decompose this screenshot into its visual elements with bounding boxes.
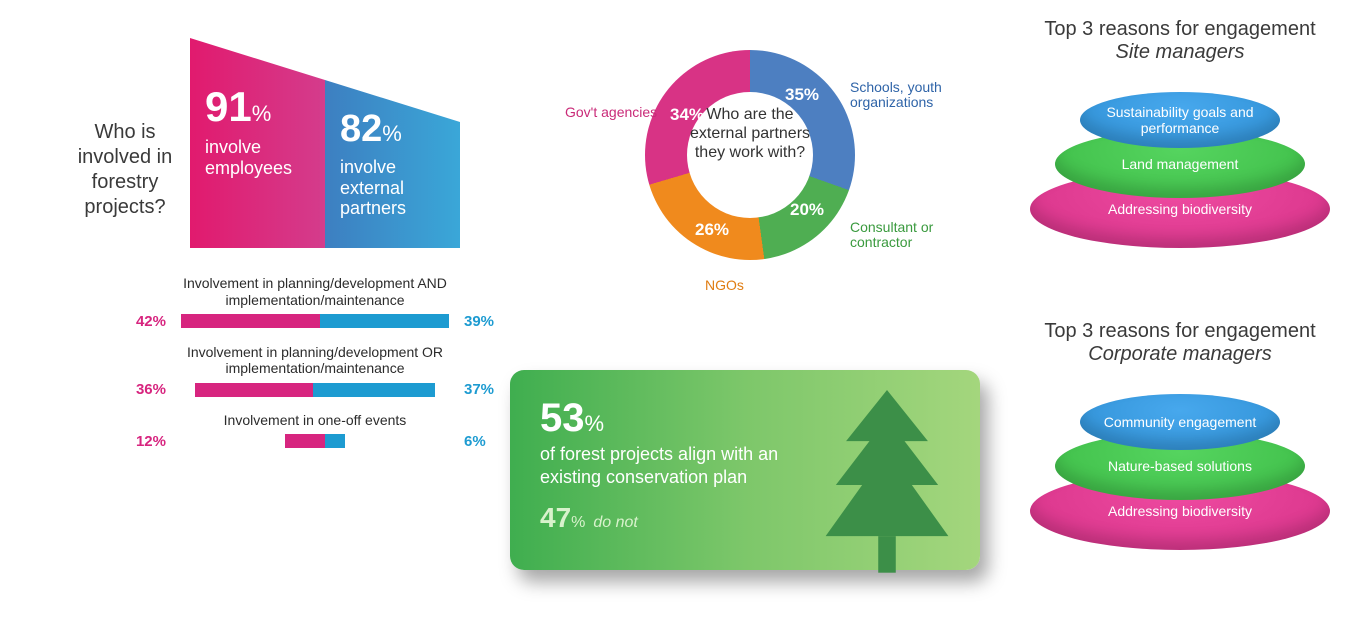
hbar-track — [172, 434, 458, 448]
stack-corporate-managers: Top 3 reasons for engagement Corporate m… — [1020, 320, 1340, 550]
bar-employees: 91% involve employees — [190, 38, 325, 248]
hbar-track — [172, 314, 458, 328]
bar1-value: 91 — [205, 83, 252, 130]
bar-external: 82% involve external partners — [325, 38, 460, 248]
stack-b-title: Top 3 reasons for engagement — [1044, 320, 1315, 342]
stack-disc: Community engagement — [1080, 394, 1280, 450]
hbar-right-value: 37% — [464, 381, 510, 398]
card-unit2: % — [571, 514, 585, 531]
bar2-label: involve external partners — [340, 157, 445, 219]
hbar-right-value: 39% — [464, 313, 510, 330]
hbar-left-value: 36% — [120, 381, 166, 398]
hbar-track — [172, 383, 458, 397]
involvement-bars: 91% involve employees 82% involve extern… — [190, 38, 460, 248]
card-unit1: % — [585, 411, 605, 436]
stack-a-subtitle: Site managers — [1020, 41, 1340, 64]
card-text2: do not — [593, 514, 637, 532]
stack-a-title: Top 3 reasons for engagement — [1044, 18, 1315, 40]
bar2-value: 82 — [340, 108, 382, 150]
bar1-label: involve employees — [205, 137, 310, 178]
donut-slice-label: Consultant or contractor — [850, 220, 960, 251]
stack-disc: Sustainability goals and performance — [1080, 92, 1280, 148]
stack-site-managers: Top 3 reasons for engagement Site manage… — [1020, 18, 1340, 248]
hbar-title: Involvement in planning/development OR i… — [120, 344, 510, 378]
hbar-row: Involvement in planning/development OR i… — [120, 344, 510, 399]
bar2-unit: % — [382, 121, 402, 146]
horizontal-bars: Involvement in planning/development AND … — [120, 275, 510, 464]
left-question: Who is involved in forestry projects? — [70, 120, 180, 220]
donut-slice-label: Gov't agencies — [565, 105, 675, 120]
donut-chart: Who are the external partners they work … — [560, 30, 980, 290]
bar1-unit: % — [252, 101, 272, 126]
stack-b-subtitle: Corporate managers — [1020, 343, 1340, 366]
hbar-title: Involvement in one-off events — [120, 412, 510, 429]
card-text1: of forest projects align with an existin… — [540, 443, 800, 488]
card-pct2: 47 — [540, 502, 571, 533]
hbar-left-value: 42% — [120, 313, 166, 330]
donut-slice-pct: 26% — [695, 220, 729, 240]
donut-center-text: Who are the external partners they work … — [680, 105, 820, 163]
donut-slice-label: NGOs — [705, 278, 815, 293]
hbar-row: Involvement in planning/development AND … — [120, 275, 510, 330]
hbar-left-value: 12% — [120, 433, 166, 450]
donut-slice-pct: 20% — [790, 200, 824, 220]
hbar-row: Involvement in one-off events 12% 6% — [120, 412, 510, 450]
donut-slice-pct: 35% — [785, 85, 819, 105]
card-pct1: 53 — [540, 396, 585, 440]
hbar-title: Involvement in planning/development AND … — [120, 275, 510, 309]
donut-slice-label: Schools, youth organizations — [850, 80, 960, 111]
hbar-right-value: 6% — [464, 433, 510, 450]
tree-icon — [812, 390, 962, 580]
conservation-card: 53% of forest projects align with an exi… — [510, 370, 980, 570]
